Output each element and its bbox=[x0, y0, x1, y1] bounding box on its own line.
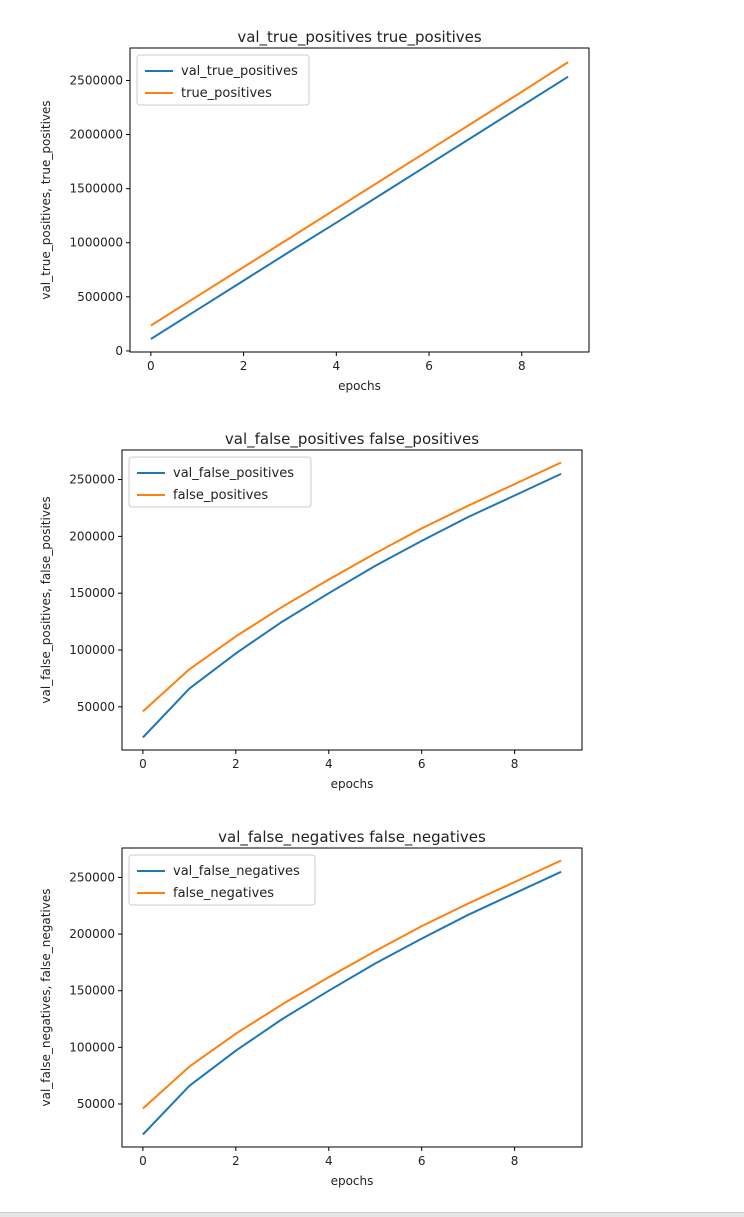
x-tick-label: 2 bbox=[240, 359, 248, 373]
y-tick-label: 2500000 bbox=[70, 73, 123, 87]
y-tick-label: 1000000 bbox=[70, 236, 123, 250]
series-line-true-positives bbox=[150, 61, 569, 327]
chart-3: val_false_negatives false_negatives 0 2 4 6 8… bbox=[39, 828, 583, 1188]
y-tick-label: 150000 bbox=[69, 984, 115, 998]
y-tick-label: 200000 bbox=[69, 927, 115, 941]
y-tick-label: 250000 bbox=[69, 473, 115, 487]
x-tick-label: 0 bbox=[139, 757, 147, 771]
legend-label: false_negatives bbox=[173, 886, 274, 901]
x-tick-label: 0 bbox=[147, 359, 155, 373]
x-tick-label: 4 bbox=[325, 757, 333, 771]
legend-label: val_true_positives bbox=[181, 64, 298, 79]
legend-label: val_false_positives bbox=[173, 466, 294, 481]
chart-title: val_false_positives false_positives bbox=[225, 430, 479, 449]
x-tick-label: 4 bbox=[325, 1154, 333, 1168]
bottom-border bbox=[0, 1212, 744, 1217]
plot-frame bbox=[121, 847, 583, 1148]
chart-1: val_true_positives true_positives 0 2 4 6 8 0 5… bbox=[39, 28, 590, 393]
y-axis-label: val_false_negatives, false_negatives bbox=[39, 889, 53, 1107]
y-tick-label: 2000000 bbox=[70, 128, 123, 142]
y-tick-label: 200000 bbox=[69, 529, 115, 543]
y-tick-label: 150000 bbox=[69, 586, 115, 600]
series-line-false-negatives bbox=[142, 859, 562, 1110]
x-axis-label: epochs bbox=[338, 379, 381, 393]
y-tick-label: 100000 bbox=[69, 643, 115, 657]
legend-box bbox=[136, 54, 310, 106]
y-axis-label: val_true_positives, true_positives bbox=[39, 100, 53, 299]
chart-title: val_true_positives true_positives bbox=[237, 28, 482, 47]
y-tick-label: 1500000 bbox=[70, 182, 123, 196]
legend-label: val_false_negatives bbox=[173, 864, 300, 879]
chart-2: val_false_positives false_positives 0 2 4 6 8… bbox=[39, 430, 583, 791]
x-tick-label: 6 bbox=[418, 1154, 426, 1168]
y-tick-label: 50000 bbox=[77, 700, 115, 714]
x-axis-label: epochs bbox=[331, 1174, 374, 1188]
y-tick-label: 0 bbox=[115, 344, 123, 358]
x-tick-label: 2 bbox=[232, 1154, 240, 1168]
legend-label: true_positives bbox=[181, 86, 272, 101]
x-tick-label: 8 bbox=[518, 359, 526, 373]
x-tick-label: 2 bbox=[232, 757, 240, 771]
y-tick-label: 500000 bbox=[77, 290, 123, 304]
legend-box bbox=[128, 456, 312, 508]
legend: val_true_positives true_positives bbox=[136, 54, 310, 106]
legend-box bbox=[128, 854, 316, 906]
y-tick-label: 250000 bbox=[69, 870, 115, 884]
series-line-false-positives bbox=[142, 461, 562, 713]
x-tick-label: 0 bbox=[139, 1154, 147, 1168]
series-line-val-false-negatives bbox=[142, 870, 562, 1136]
chart-title: val_false_negatives false_negatives bbox=[218, 828, 486, 847]
y-tick-label: 50000 bbox=[77, 1097, 115, 1111]
legend-label: false_positives bbox=[173, 488, 268, 503]
plot-frame bbox=[121, 449, 583, 751]
x-tick-label: 6 bbox=[418, 757, 426, 771]
plot-frame bbox=[129, 47, 590, 353]
series-line-val-false-positives bbox=[142, 472, 562, 739]
x-tick-label: 6 bbox=[425, 359, 433, 373]
series-line-val-true-positives bbox=[150, 75, 569, 340]
y-tick-label: 100000 bbox=[69, 1040, 115, 1054]
legend: val_false_negatives false_negatives bbox=[128, 854, 316, 906]
x-tick-label: 8 bbox=[511, 1154, 519, 1168]
legend: val_false_positives false_positives bbox=[128, 456, 312, 508]
x-tick-label: 8 bbox=[511, 757, 519, 771]
x-tick-label: 4 bbox=[332, 359, 340, 373]
y-axis-label: val_false_positives, false_positives bbox=[39, 496, 53, 703]
x-axis-label: epochs bbox=[331, 777, 374, 791]
